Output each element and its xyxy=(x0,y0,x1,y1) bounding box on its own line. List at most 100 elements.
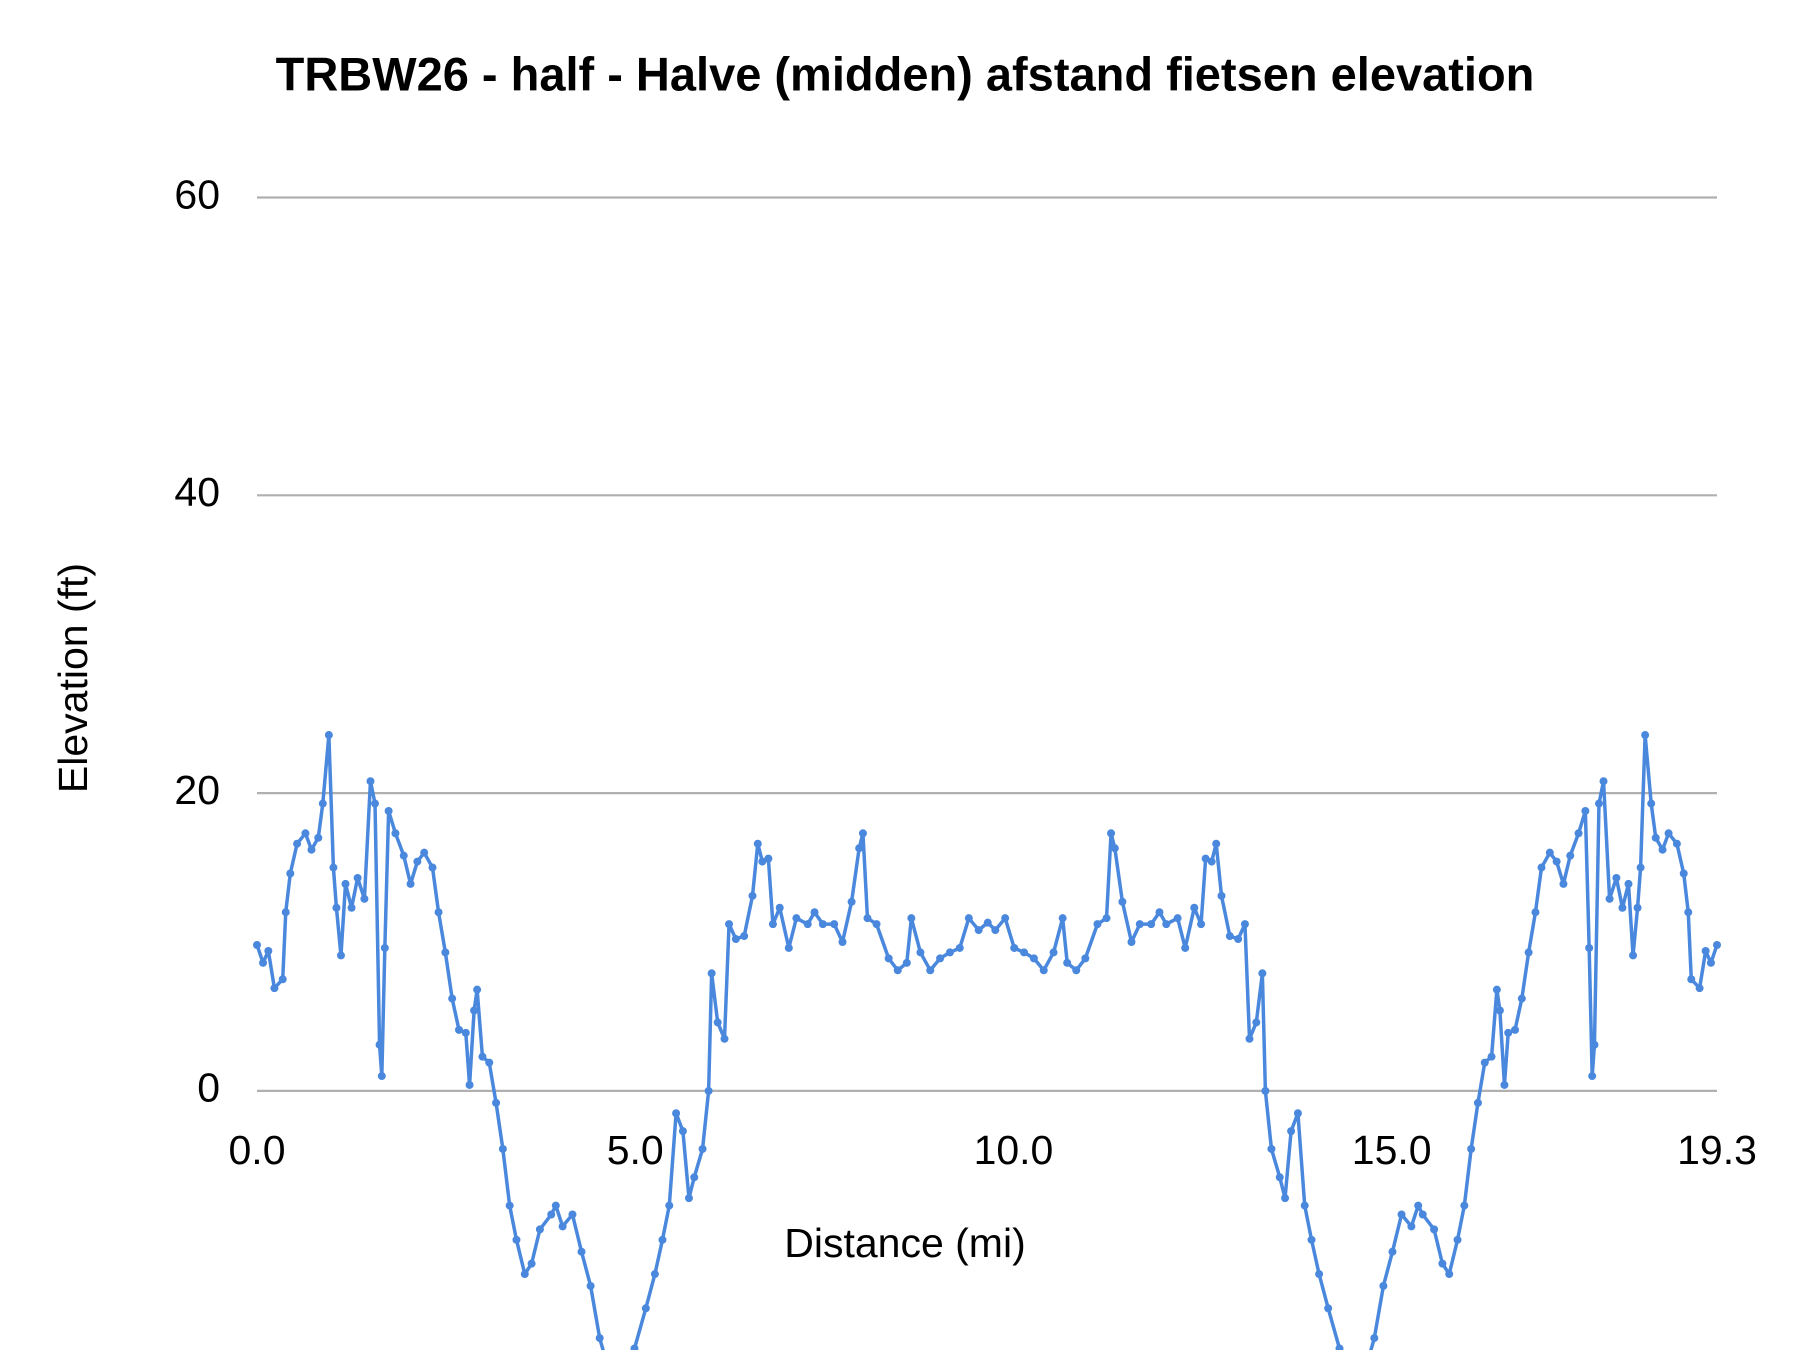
data-point xyxy=(1173,914,1182,923)
data-point xyxy=(775,903,784,912)
data-point xyxy=(1307,1235,1316,1244)
data-point xyxy=(665,1201,674,1210)
data-point xyxy=(577,1247,586,1256)
data-point xyxy=(1701,946,1710,955)
data-point xyxy=(1370,1334,1379,1343)
data-point xyxy=(1651,833,1660,842)
data-point xyxy=(1585,943,1594,952)
x-tick-label: 15.0 xyxy=(1352,1127,1432,1173)
data-point xyxy=(1495,1006,1504,1015)
data-point xyxy=(314,833,323,842)
data-point xyxy=(454,1025,463,1034)
data-point xyxy=(907,914,916,923)
data-point xyxy=(926,966,935,975)
data-point xyxy=(1418,1210,1427,1219)
data-point xyxy=(413,857,422,866)
data-point xyxy=(380,943,389,952)
data-point xyxy=(1072,966,1081,975)
data-point xyxy=(547,1210,556,1219)
data-point xyxy=(278,975,287,984)
data-point xyxy=(720,1034,729,1043)
data-point xyxy=(301,829,310,838)
data-point xyxy=(520,1270,529,1279)
data-point xyxy=(1624,879,1633,888)
data-point xyxy=(377,1072,386,1081)
data-point xyxy=(1706,958,1715,967)
data-point xyxy=(1684,908,1693,917)
data-point xyxy=(1058,914,1067,923)
data-point xyxy=(371,799,380,808)
data-point xyxy=(1574,829,1583,838)
data-point xyxy=(658,1235,667,1244)
data-point xyxy=(1063,958,1072,967)
data-point xyxy=(955,943,964,952)
data-point xyxy=(586,1281,595,1290)
data-point xyxy=(1414,1201,1423,1210)
data-point xyxy=(855,844,864,853)
data-point xyxy=(1612,873,1621,882)
data-point xyxy=(872,920,881,929)
data-point xyxy=(568,1210,577,1219)
data-point xyxy=(473,985,482,994)
data-point xyxy=(498,1144,507,1153)
y-tick-label: 20 xyxy=(174,767,220,813)
data-point xyxy=(1636,863,1645,872)
data-point xyxy=(1641,731,1650,740)
data-point xyxy=(1258,969,1267,978)
data-point xyxy=(1647,799,1656,808)
data-point xyxy=(1217,891,1226,900)
data-point xyxy=(329,863,338,872)
data-point xyxy=(1335,1344,1344,1350)
data-point xyxy=(1566,851,1575,860)
data-point xyxy=(1687,975,1696,984)
data-point xyxy=(1162,920,1171,929)
data-point xyxy=(764,854,773,863)
data-point xyxy=(391,829,400,838)
data-point xyxy=(1599,777,1608,786)
data-point xyxy=(704,1086,713,1095)
data-point xyxy=(818,920,827,929)
data-point xyxy=(884,954,893,963)
data-point xyxy=(1480,1058,1489,1067)
y-tick-label: 60 xyxy=(174,171,220,217)
data-point xyxy=(1107,829,1116,838)
data-point xyxy=(399,851,408,860)
data-point xyxy=(847,897,856,906)
data-point xyxy=(1275,1173,1284,1182)
y-axis-title: Elevation (ft) xyxy=(50,563,96,793)
data-point xyxy=(1618,903,1627,912)
data-point xyxy=(725,920,734,929)
data-point xyxy=(1524,948,1533,957)
data-point xyxy=(974,926,983,935)
data-point xyxy=(375,1040,384,1049)
data-point xyxy=(1552,857,1561,866)
plot-area xyxy=(253,731,1721,1350)
data-point xyxy=(1629,951,1638,960)
data-point xyxy=(698,1144,707,1153)
data-point xyxy=(1181,943,1190,952)
data-point xyxy=(448,994,457,1003)
data-point xyxy=(784,943,793,952)
data-point xyxy=(1110,844,1119,853)
data-point xyxy=(991,926,1000,935)
data-point xyxy=(936,954,945,963)
data-point xyxy=(740,932,749,941)
data-point xyxy=(902,958,911,967)
data-point xyxy=(1492,985,1501,994)
data-point xyxy=(470,1006,479,1015)
data-point xyxy=(505,1201,514,1210)
data-point xyxy=(1438,1259,1447,1268)
data-point xyxy=(1001,914,1010,923)
data-point xyxy=(1605,894,1614,903)
data-point xyxy=(1713,940,1721,949)
data-point xyxy=(1207,857,1216,866)
y-tick-label: 0 xyxy=(197,1065,220,1111)
data-point xyxy=(748,891,757,900)
data-point xyxy=(1245,1034,1254,1043)
data-point xyxy=(1029,954,1038,963)
data-point xyxy=(1127,938,1136,947)
data-point xyxy=(964,914,973,923)
data-point xyxy=(758,857,767,866)
data-point xyxy=(945,948,954,957)
